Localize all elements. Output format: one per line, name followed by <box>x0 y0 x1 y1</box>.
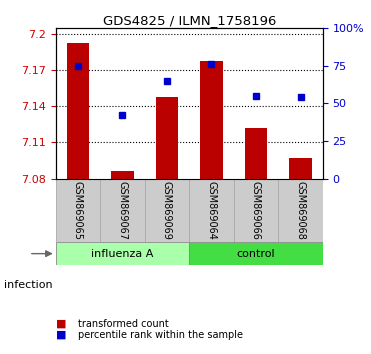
Bar <box>156 97 178 178</box>
Bar <box>56 242 189 266</box>
Bar <box>189 242 323 266</box>
Text: control: control <box>237 249 275 259</box>
Text: GSM869069: GSM869069 <box>162 181 172 240</box>
Bar <box>111 171 134 178</box>
Text: GSM869067: GSM869067 <box>118 181 127 240</box>
Text: influenza A: influenza A <box>91 249 154 259</box>
Text: percentile rank within the sample: percentile rank within the sample <box>78 330 243 339</box>
Text: GSM869066: GSM869066 <box>251 181 261 240</box>
Title: GDS4825 / ILMN_1758196: GDS4825 / ILMN_1758196 <box>102 14 276 27</box>
Bar <box>245 128 267 178</box>
Bar <box>278 178 323 242</box>
Text: GSM869068: GSM869068 <box>296 181 305 240</box>
Bar <box>189 178 234 242</box>
Text: ■: ■ <box>56 330 66 339</box>
Text: infection: infection <box>4 280 52 290</box>
Text: GSM869065: GSM869065 <box>73 181 83 240</box>
Bar <box>200 61 223 178</box>
Bar <box>67 43 89 178</box>
Bar <box>145 178 189 242</box>
Bar <box>100 178 145 242</box>
Bar <box>234 178 278 242</box>
Text: transformed count: transformed count <box>78 319 169 329</box>
Text: ■: ■ <box>56 319 66 329</box>
Bar <box>56 178 100 242</box>
Bar <box>289 158 312 178</box>
Text: GSM869064: GSM869064 <box>207 181 216 240</box>
